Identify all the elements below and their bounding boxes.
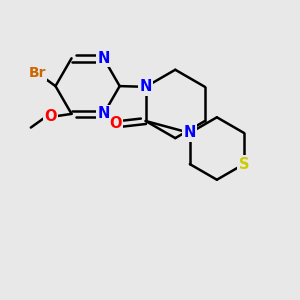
Text: N: N: [98, 51, 110, 66]
Text: O: O: [44, 109, 56, 124]
Text: O: O: [110, 116, 122, 131]
Text: N: N: [140, 79, 152, 94]
Text: S: S: [239, 157, 249, 172]
Text: N: N: [184, 125, 196, 140]
Text: Br: Br: [28, 66, 46, 80]
Text: N: N: [98, 106, 110, 122]
